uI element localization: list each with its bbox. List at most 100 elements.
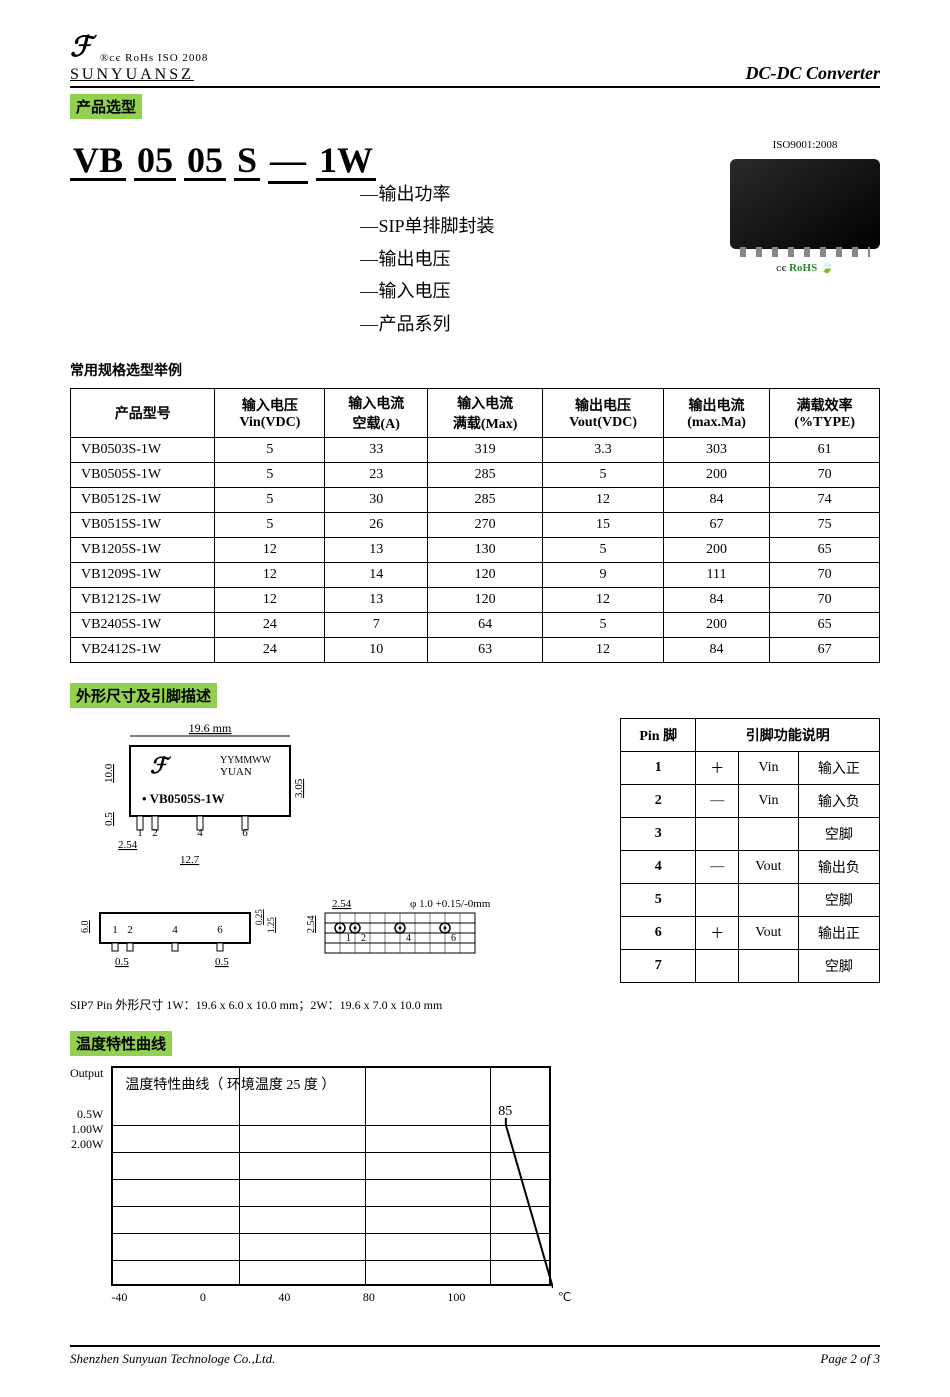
dim-top-svg: 19.6 mm ℱ YYMMWW YUAN • VB0505S-1W 10.0 … xyxy=(70,718,330,888)
xunit: ℃ xyxy=(558,1290,571,1305)
pin-table: Pin 脚 引脚功能说明 1＋Vin输入正2—Vin输入负3空脚4—Vout输出… xyxy=(620,718,880,983)
dim-note: SIP7 Pin 外形尺寸 1W：19.6 x 6.0 x 10.0 mm；2W… xyxy=(70,996,580,1013)
svg-text:4: 4 xyxy=(406,933,411,944)
dim-drawings: 19.6 mm ℱ YYMMWW YUAN • VB0505S-1W 10.0 … xyxy=(70,718,580,1013)
spec-td: 23 xyxy=(325,462,428,487)
spec-td: 15 xyxy=(543,512,663,537)
dim-date: YYMMWW xyxy=(220,755,272,766)
pin-td xyxy=(696,817,739,850)
spec-td: 200 xyxy=(663,612,770,637)
xtick: 0 xyxy=(200,1290,206,1305)
pin-td: Vin xyxy=(739,784,799,817)
table-row: 7空脚 xyxy=(621,949,880,982)
svg-text:2: 2 xyxy=(127,924,133,936)
spec-td: VB0505S-1W xyxy=(71,462,215,487)
table-row: 5空脚 xyxy=(621,883,880,916)
table-row: 4—Vout输出负 xyxy=(621,850,880,883)
dim-label: 6.0 xyxy=(80,920,91,933)
temp-chart: Output 0.5W 1.00W 2.00W 温度特性曲线（ 环境温度 25 … xyxy=(70,1066,880,1305)
svg-text:2: 2 xyxy=(152,827,158,839)
spec-td: 30 xyxy=(325,487,428,512)
spec-td: 319 xyxy=(428,437,543,462)
table-row: VB1205S-1W1213130520065 xyxy=(71,537,880,562)
callout: 产品系列 xyxy=(360,308,730,340)
spec-td: 74 xyxy=(770,487,880,512)
pin-td: 输出负 xyxy=(798,850,879,883)
cert-line: ᴄє RᴏHS 🍃 xyxy=(730,261,880,274)
pin-td: — xyxy=(696,784,739,817)
svg-text:6: 6 xyxy=(242,827,248,839)
iso-block: ISO9001:2008 ᴄє RᴏHS 🍃 xyxy=(730,139,880,274)
spec-td: 111 xyxy=(663,562,770,587)
partcode-seg: S xyxy=(234,142,260,181)
dim-label: 2.54 xyxy=(306,915,317,933)
callout: 输入电压 xyxy=(360,275,730,307)
xtick: 80 xyxy=(363,1290,375,1305)
table-row: VB0503S-1W5333193.330361 xyxy=(71,437,880,462)
chart-ylabel: 0.5W xyxy=(70,1107,103,1122)
logo-marks: ®ᴄє RoHs ISO 2008 xyxy=(100,52,208,64)
svg-text:1: 1 xyxy=(137,827,143,839)
spec-td: 303 xyxy=(663,437,770,462)
pin-td: 输入正 xyxy=(798,751,879,784)
spec-td: 12 xyxy=(543,587,663,612)
table-row: VB1212S-1W1213120128470 xyxy=(71,587,880,612)
pin-td: Vout xyxy=(739,916,799,949)
svg-text:6: 6 xyxy=(451,933,456,944)
spec-td: 9 xyxy=(543,562,663,587)
chart-xaxis: -40 0 40 80 100 ℃ xyxy=(111,1290,571,1305)
table-row: 3 空脚 xyxy=(621,817,880,850)
pin-th: Pin 脚 xyxy=(621,718,696,751)
spec-td: 3.3 xyxy=(543,437,663,462)
spec-td: 120 xyxy=(428,587,543,612)
spec-td: 13 xyxy=(325,587,428,612)
section-bar-temp: 温度特性曲线 xyxy=(70,1031,172,1056)
ce-icon: ᴄє xyxy=(776,262,786,274)
spec-td: VB2412S-1W xyxy=(71,637,215,662)
spec-td: 64 xyxy=(428,612,543,637)
pin-td: 输出正 xyxy=(798,916,879,949)
dim-part: • VB0505S-1W xyxy=(142,791,225,806)
spec-td: 5 xyxy=(215,437,325,462)
page-header: ℱ ®ᴄє RoHs ISO 2008 SUNYUANSZ DC-DC Conv… xyxy=(70,30,880,88)
chart-ylabel: 1.00W xyxy=(70,1122,103,1137)
pin-td: 5 xyxy=(621,883,696,916)
pin-td: 空脚 xyxy=(798,817,879,850)
svg-text:2: 2 xyxy=(361,933,366,944)
pin-td xyxy=(739,883,799,916)
spec-td: 70 xyxy=(770,462,880,487)
spec-td: 84 xyxy=(663,587,770,612)
pin-td: — xyxy=(696,850,739,883)
partcode-callouts: 输出功率 SIP单排脚封装 输出电压 输入电压 产品系列 xyxy=(360,178,730,340)
section-bar-selection: 产品选型 xyxy=(70,94,142,119)
pin-td: 空脚 xyxy=(798,949,879,982)
spec-td: 270 xyxy=(428,512,543,537)
spec-td: 24 xyxy=(215,612,325,637)
pin-td: 3 xyxy=(621,817,696,850)
header-title: DC-DC Converter xyxy=(746,63,881,84)
spec-td: 12 xyxy=(215,537,325,562)
pin-td: Vin xyxy=(739,751,799,784)
pin-td xyxy=(696,883,739,916)
logo-script: ℱ xyxy=(70,30,92,64)
pin-td: ＋ xyxy=(696,916,739,949)
pin-td: 2 xyxy=(621,784,696,817)
chart-ylabel: Output xyxy=(70,1066,103,1081)
spec-th: 输出电流(max.Ma) xyxy=(663,388,770,437)
dim-label: 2.54 xyxy=(332,898,352,910)
spec-td: VB1209S-1W xyxy=(71,562,215,587)
table-row: VB0505S-1W523285520070 xyxy=(71,462,880,487)
spec-td: 70 xyxy=(770,587,880,612)
page-footer: Shenzhen Sunyuan Technologe Co.,Ltd. Pag… xyxy=(70,1345,880,1367)
chart-ylabel: 2.00W xyxy=(70,1137,103,1152)
spec-td: 84 xyxy=(663,487,770,512)
section-bar-dim: 外形尺寸及引脚描述 xyxy=(70,683,217,708)
svg-text:4: 4 xyxy=(172,924,178,936)
brand-name: SUNYUANSZ xyxy=(70,66,208,84)
spec-td: 285 xyxy=(428,462,543,487)
spec-td: 75 xyxy=(770,512,880,537)
chart-line xyxy=(113,1068,553,1288)
svg-text:1: 1 xyxy=(112,924,118,936)
table-row: 1＋Vin输入正 xyxy=(621,751,880,784)
dim-label: 10.0 xyxy=(103,763,115,783)
